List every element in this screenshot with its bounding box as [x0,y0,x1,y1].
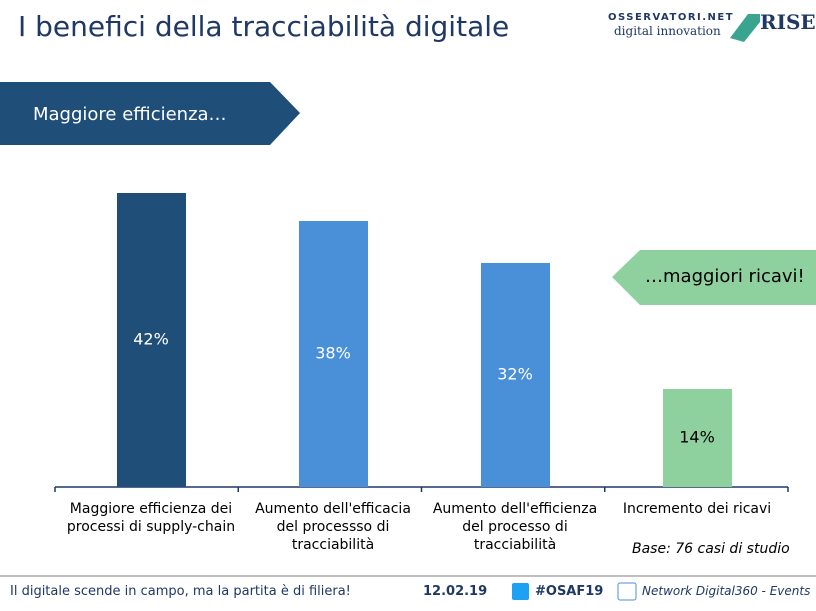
x-tick-label: Incremento dei ricavi [622,501,772,517]
value-label: 14% [679,428,715,447]
banner-arrow [0,82,300,145]
x-tick-label: Aumento dell'efficienza del processo di … [432,501,598,553]
x-tick-label: Aumento dell'efficacia del processso di … [255,501,411,553]
footer-date: 12.02.19 [423,584,488,599]
note: Base: 76 casi di studio [632,541,790,557]
bar [663,389,732,487]
bar [117,193,186,487]
footer-network: Network Digital360 - Events [642,584,811,598]
logo-rise: RISE [760,10,816,34]
footer-hashtag: #OSAF19 [535,584,604,599]
value-label: 38% [315,344,351,363]
logo-rise-icon [730,14,760,42]
callout-text: …maggiori ricavi! [645,266,805,287]
value-label: 32% [497,365,533,384]
bar [481,263,550,487]
logo-osservatori-sub: digital innovation [614,24,721,38]
twitter-icon [512,583,529,600]
callout-arrow [612,250,816,305]
slide-title: I benefici della tracciabilità digitale [18,10,510,43]
logo-osservatori: OSSERVATORI.NET [608,12,735,23]
network-icon [617,582,637,601]
banner-text: Maggiore efficienza… [33,104,227,125]
bar [299,221,368,487]
value-label: 42% [133,330,169,349]
x-tick-label: Maggiore efficienza dei processi di supp… [66,501,236,535]
footer-tagline: Il digitale scende in campo, ma la parti… [10,584,351,599]
